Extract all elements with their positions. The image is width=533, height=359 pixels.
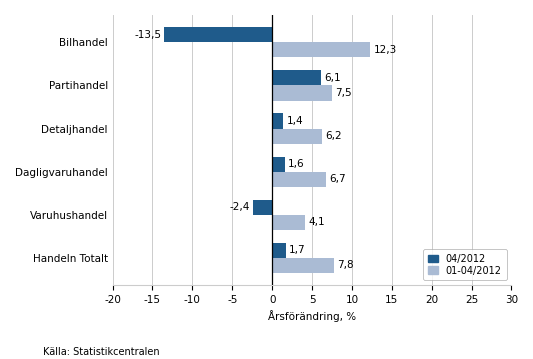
Bar	[272, 258, 334, 273]
Bar	[272, 42, 370, 57]
Text: 1,4: 1,4	[287, 116, 303, 126]
Text: 7,8: 7,8	[337, 260, 354, 270]
Text: 6,7: 6,7	[329, 174, 345, 184]
Bar	[272, 172, 326, 187]
Text: Källa: Statistikcentralen: Källa: Statistikcentralen	[43, 348, 159, 358]
Bar	[272, 113, 284, 129]
Bar	[272, 157, 285, 172]
Bar	[272, 243, 286, 258]
Text: 7,5: 7,5	[335, 88, 352, 98]
Text: -2,4: -2,4	[229, 202, 250, 212]
Text: 12,3: 12,3	[374, 45, 397, 55]
Bar	[272, 215, 305, 230]
Bar	[165, 27, 272, 42]
Bar	[272, 70, 321, 85]
Legend: 04/2012, 01-04/2012: 04/2012, 01-04/2012	[423, 249, 506, 280]
Bar	[253, 200, 272, 215]
Text: 6,1: 6,1	[324, 73, 341, 83]
Text: 1,7: 1,7	[289, 245, 305, 255]
X-axis label: Årsförändring, %: Årsförändring, %	[268, 311, 356, 322]
Text: 6,2: 6,2	[325, 131, 342, 141]
Text: 4,1: 4,1	[308, 217, 325, 227]
Bar	[272, 129, 321, 144]
Bar	[272, 85, 332, 101]
Text: 1,6: 1,6	[288, 159, 305, 169]
Text: -13,5: -13,5	[134, 30, 161, 40]
